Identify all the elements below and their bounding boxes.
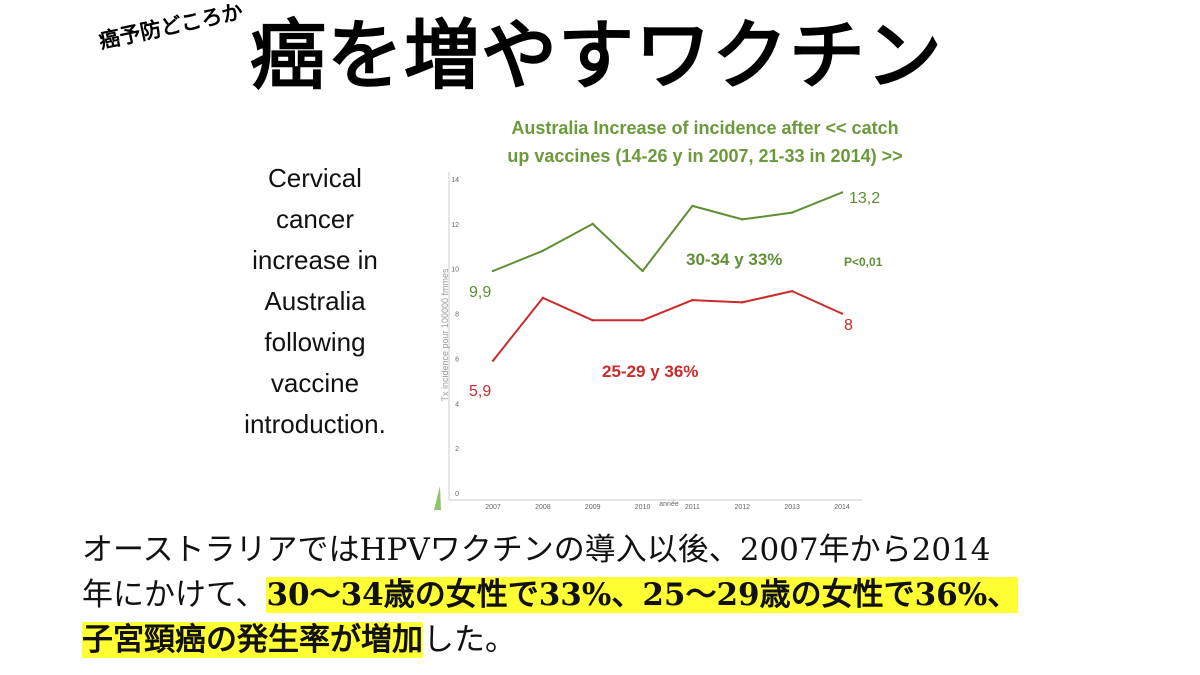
side-caption-line: increase in [252, 245, 378, 275]
y-tick-label: 2 [455, 446, 459, 453]
x-tick-label: 2007 [485, 504, 501, 511]
data-point [591, 222, 594, 226]
x-axis-label: année [659, 501, 679, 508]
series-label: 25-29 y 36% [602, 362, 698, 381]
side-caption-line: Australia [264, 286, 366, 316]
y-tick-label: 6 [455, 356, 459, 363]
x-tick-label: 2011 [685, 504, 700, 511]
chart-title: Australia Increase of incidence after <<… [480, 114, 930, 170]
data-point [541, 296, 545, 300]
page-title: 癌を増やすワクチン [250, 11, 943, 100]
side-caption: Cervical cancer increase in Australia fo… [200, 158, 430, 445]
y-axis-label: Tx incidence pour 100000 fmmes [440, 268, 450, 402]
summary-text: オーストラリアではHPVワクチンの導入以後、2007年から2014 年にかけて、… [82, 528, 1182, 663]
data-point [840, 312, 844, 315]
series-end-label: 13,2 [849, 190, 880, 207]
axis-marker-icon [434, 486, 441, 510]
data-point [641, 319, 644, 322]
series-start-label: 9,9 [469, 284, 491, 301]
data-point [591, 319, 594, 322]
data-point [491, 269, 495, 273]
data-point [691, 204, 694, 208]
y-tick-label: 10 [451, 267, 459, 274]
summary-plain: 年にかけて、 [82, 577, 267, 613]
x-tick-label: 2008 [535, 504, 551, 511]
p-value-annotation: P<0,01 [844, 255, 883, 269]
data-point [491, 359, 495, 362]
y-tick-label: 14 [451, 177, 459, 184]
y-tick-label: 12 [451, 222, 459, 229]
data-point [790, 211, 794, 214]
side-caption-line: following [264, 327, 366, 357]
series-line [492, 191, 843, 272]
data-point [541, 249, 545, 252]
summary-line-2: 年にかけて、30～34歳の女性で33%、25～29歳の女性で36%、 [82, 573, 1182, 618]
data-point [840, 191, 844, 194]
data-point [790, 289, 794, 293]
y-tick-label: 0 [455, 491, 459, 498]
chart-title-line: Australia Increase of incidence after <<… [511, 118, 899, 138]
side-caption-line: Cervical [268, 163, 362, 193]
data-point [691, 298, 694, 302]
summary-line-1: オーストラリアではHPVワクチンの導入以後、2007年から2014 [82, 532, 991, 568]
data-point [741, 218, 744, 221]
summary-line-3: 子宮頸癌の発生率が増加した。 [82, 618, 1182, 663]
x-tick-label: 2012 [734, 504, 750, 511]
x-tick-label: 2014 [834, 504, 850, 511]
chart-title-line: up vaccines (14-26 y in 2007, 21-33 in 2… [507, 146, 903, 166]
x-tick-label: 2010 [635, 504, 651, 511]
x-tick-label: 2013 [784, 504, 800, 511]
series-start-label: 5,9 [469, 383, 491, 400]
side-caption-line: introduction. [244, 409, 386, 439]
series-line [492, 290, 843, 362]
series-end-label: 8 [844, 317, 853, 334]
side-caption-line: cancer [275, 204, 355, 234]
side-caption-line: vaccine [270, 368, 360, 398]
data-point [741, 301, 744, 304]
y-tick-label: 8 [455, 312, 459, 319]
series-label: 30-34 y 33% [686, 250, 782, 269]
y-tick-label: 4 [455, 401, 459, 408]
data-point [641, 269, 644, 273]
summary-highlight: 30～34歳の女性で33%、25～29歳の女性で36%、 [266, 577, 1019, 613]
x-tick-label: 2009 [585, 504, 601, 511]
summary-highlight: 子宮頸癌の発生率が増加 [82, 622, 423, 658]
summary-plain: した。 [423, 622, 516, 658]
